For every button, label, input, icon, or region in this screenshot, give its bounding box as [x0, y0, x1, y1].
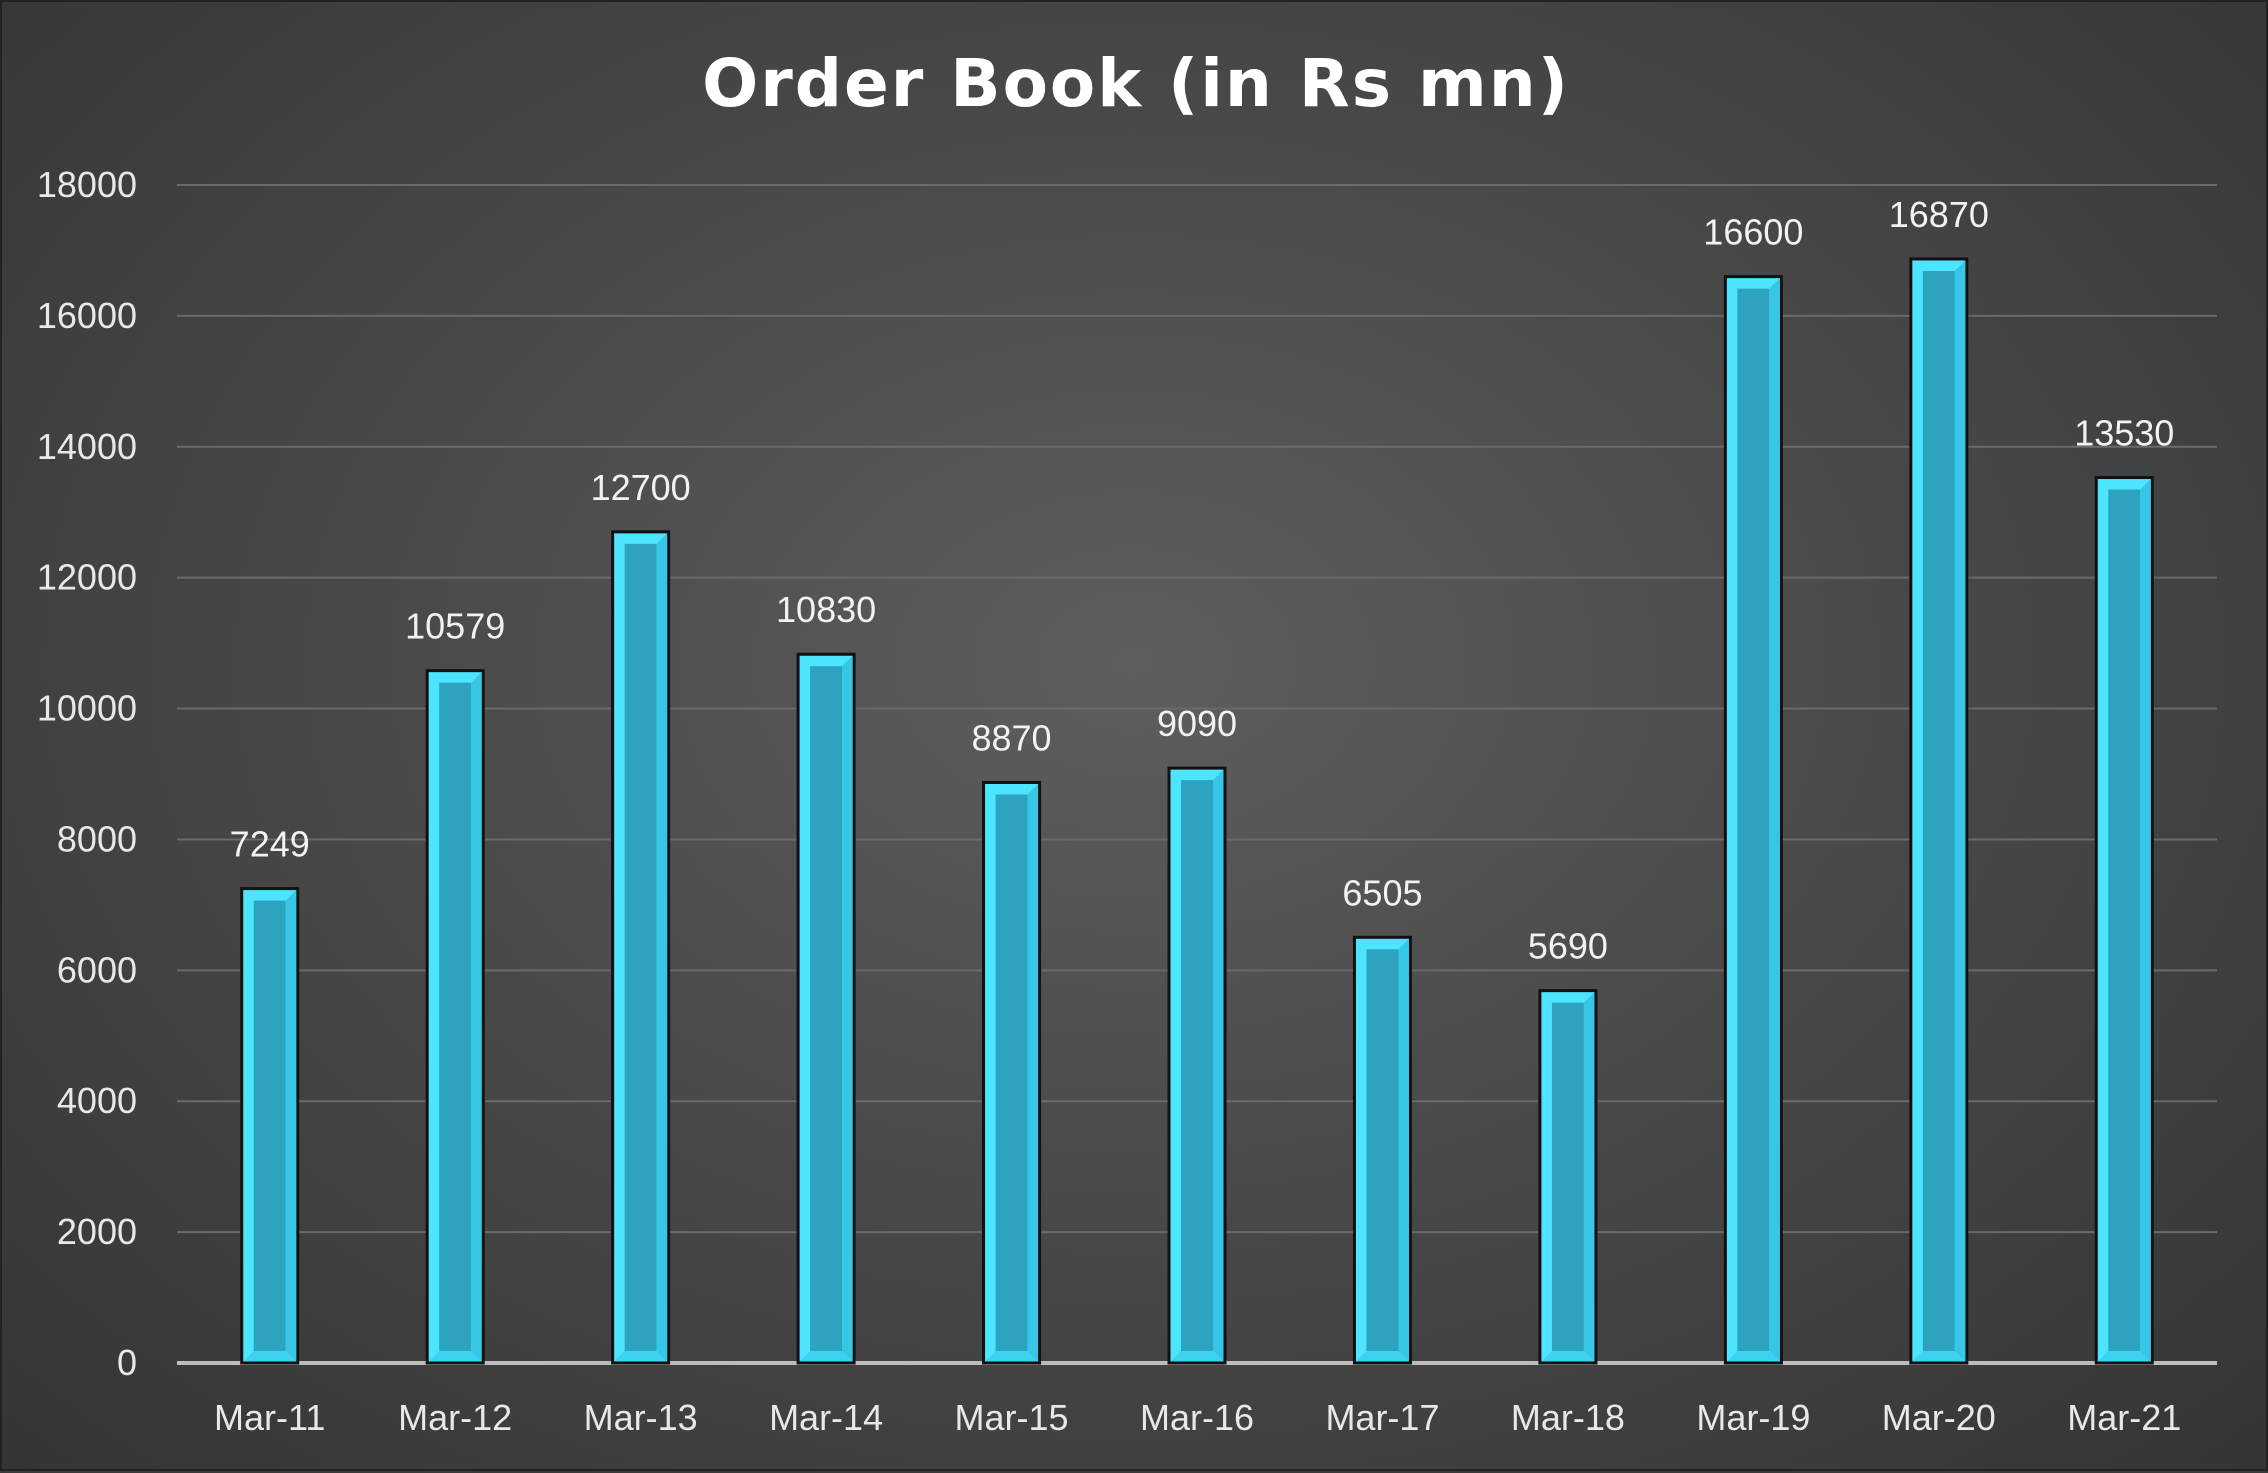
x-axis-ticks: Mar-11 Mar-12 Mar-13 Mar-14 Mar-15 Mar-16 Mar-… [214, 1397, 2181, 1438]
data-label: 12700 [591, 467, 691, 508]
y-tick-label: 14000 [37, 426, 137, 467]
y-tick-label: 8000 [57, 818, 137, 859]
bar-face [2108, 489, 2141, 1352]
bar-bevel-right [1213, 769, 1224, 1362]
bar-bevel-right [285, 890, 297, 1362]
bar-Mar-18 [1538, 989, 1598, 1365]
data-label: 10579 [405, 606, 505, 647]
x-tick-label: Mar-18 [1511, 1397, 1625, 1438]
bar-bevel-bottom [1170, 1351, 1224, 1362]
bar-Mar-21 [2094, 476, 2154, 1365]
data-label: 7249 [230, 824, 310, 865]
bar-bevel-right [1398, 938, 1409, 1362]
x-tick-label: Mar-11 [214, 1397, 325, 1438]
y-tick-label: 16000 [37, 295, 137, 336]
bar-bevel-bottom [1355, 1351, 1409, 1362]
bars [240, 257, 2154, 1365]
x-tick-label: Mar-12 [398, 1397, 512, 1438]
y-tick-label: 10000 [37, 688, 137, 729]
x-tick-label: Mar-16 [1140, 1397, 1254, 1438]
x-tick-label: Mar-13 [584, 1397, 698, 1438]
bar-Mar-17 [1352, 935, 1412, 1365]
bar-bevel-right [2140, 479, 2151, 1362]
bar-face [810, 666, 843, 1351]
y-axis-ticks: 0 2000 4000 6000 8000 10000 12000 14000 16000 180… [37, 164, 137, 1383]
bar-face [1366, 949, 1399, 1351]
bar-bevel-bottom [428, 1351, 482, 1362]
bar-bevel-bottom [985, 1351, 1039, 1362]
data-label: 9090 [1157, 703, 1237, 744]
bar-bevel-right [1954, 260, 1966, 1362]
bar-bevel-right [1769, 278, 1780, 1362]
data-label: 5690 [1528, 926, 1608, 967]
bar-Mar-12 [425, 669, 485, 1365]
y-tick-label: 0 [117, 1342, 137, 1383]
data-labels: 7249 10579 12700 10830 8870 9090 6505 5690 16600… [230, 194, 2175, 967]
data-label: 13530 [2074, 413, 2174, 454]
bar-bevel-bottom [243, 1351, 297, 1362]
bar-face [995, 794, 1028, 1351]
data-label: 16600 [1703, 212, 1803, 253]
bar-bevel-right [842, 655, 853, 1362]
bar-bevel-bottom [2097, 1351, 2151, 1362]
y-tick-label: 6000 [57, 949, 137, 990]
gridlines [177, 184, 2217, 1365]
bar-face [1737, 288, 1770, 1352]
y-tick-label: 4000 [57, 1080, 137, 1121]
bar-face [1551, 1002, 1584, 1351]
bar-bevel-bottom [1541, 1351, 1595, 1362]
bar-face [1181, 780, 1213, 1351]
bar-face [439, 682, 472, 1351]
bar-bevel-right [471, 672, 482, 1362]
data-label: 16870 [1889, 194, 1989, 235]
bar-Mar-14 [796, 652, 856, 1365]
bar-Mar-19 [1723, 275, 1783, 1365]
data-label: 6505 [1342, 872, 1422, 913]
x-tick-label: Mar-17 [1325, 1397, 1439, 1438]
bar-bevel-bottom [614, 1351, 668, 1362]
chart-title: Order Book (in Rs mn) [702, 45, 1570, 122]
bar-Mar-13 [611, 530, 671, 1365]
bar-face [253, 900, 286, 1351]
bar-face [624, 543, 657, 1351]
bar-face [1922, 270, 1955, 1352]
x-tick-label: Mar-15 [955, 1397, 1069, 1438]
x-tick-label: Mar-19 [1696, 1397, 1810, 1438]
x-tick-label: Mar-20 [1882, 1397, 1996, 1438]
bar-bevel-right [656, 533, 668, 1362]
bar-bevel-bottom [1912, 1351, 1966, 1362]
data-label: 8870 [971, 718, 1051, 759]
y-tick-label: 2000 [57, 1211, 137, 1252]
bar-Mar-16 [1167, 766, 1227, 1365]
x-tick-label: Mar-14 [769, 1397, 883, 1438]
bar-bevel-bottom [1726, 1351, 1780, 1362]
bar-Mar-20 [1909, 257, 1969, 1365]
bar-bevel-right [1583, 992, 1595, 1362]
bar-bevel-bottom [799, 1351, 853, 1362]
bar-Mar-11 [240, 887, 300, 1365]
data-label: 10830 [776, 589, 876, 630]
bar-bevel-right [1027, 784, 1039, 1362]
x-tick-label: Mar-21 [2067, 1397, 2181, 1438]
y-tick-label: 18000 [37, 164, 137, 205]
bar-Mar-15 [982, 781, 1042, 1365]
y-tick-label: 12000 [37, 557, 137, 598]
